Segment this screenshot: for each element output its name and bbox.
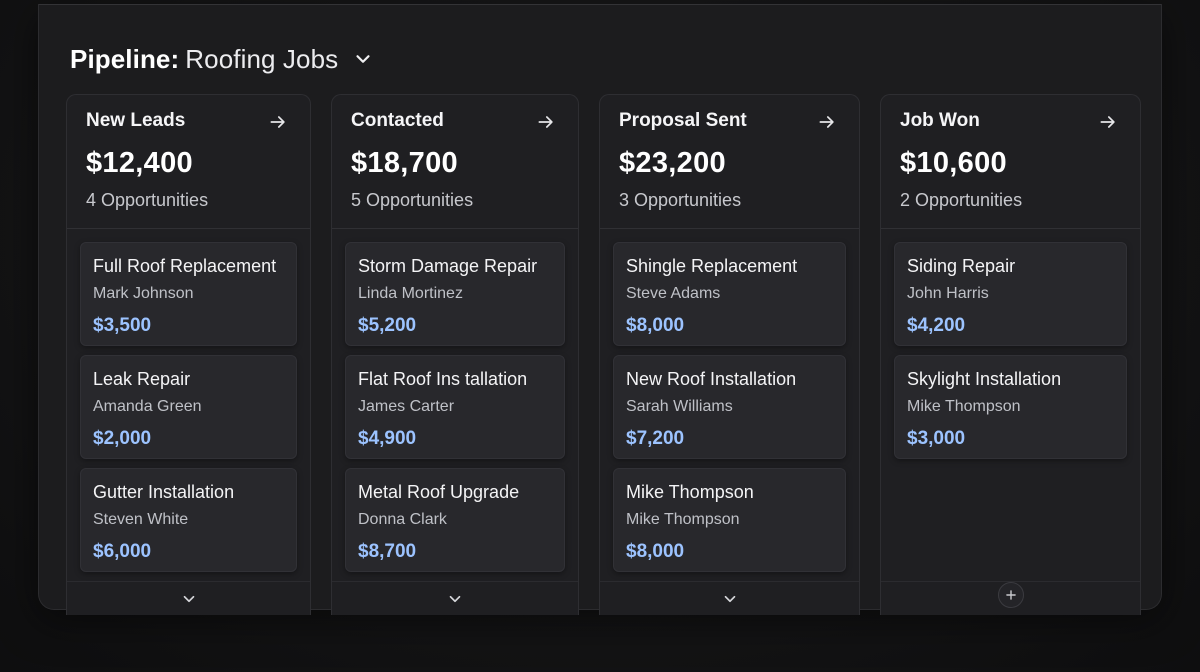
- card-contact: Sarah Williams: [626, 398, 733, 415]
- card-amount: $5,200: [358, 315, 417, 336]
- card-title: Full Roof Replacement: [93, 256, 277, 276]
- opportunity-card[interactable]: Storm Damage Repair Linda Mortinez $5,20…: [345, 242, 565, 346]
- column-count: 4 Opportunities: [86, 190, 209, 210]
- card-contact: Amanda Green: [93, 398, 202, 415]
- card-contact: James Carter: [358, 398, 455, 415]
- card-title: Shingle Replacement: [626, 256, 798, 276]
- card-amount: $7,200: [626, 428, 685, 449]
- column-header: Proposal Sent $23,200 3 Opportunities: [600, 95, 859, 229]
- column-title: Contacted: [351, 110, 444, 131]
- column-count: 5 Opportunities: [351, 190, 474, 210]
- pipeline-board: Pipeline: Roofing Jobs New Leads $12,400…: [38, 4, 1162, 615]
- chevron-down-icon[interactable]: [446, 590, 464, 608]
- card-title: Storm Damage Repair: [358, 256, 538, 276]
- card-amount: $6,000: [93, 541, 152, 562]
- chevron-down-icon[interactable]: [721, 590, 739, 608]
- column-title: New Leads: [86, 110, 186, 131]
- arrow-right-icon[interactable]: [817, 112, 837, 132]
- column-header: Contacted $18,700 5 Opportunities: [332, 95, 578, 229]
- add-opportunity-button[interactable]: [997, 581, 1024, 608]
- opportunity-card[interactable]: Gutter Installation Steven White $6,000: [80, 468, 297, 572]
- card-amount: $8,000: [626, 315, 685, 336]
- pipeline-header[interactable]: Pipeline: Roofing Jobs: [70, 42, 374, 76]
- opportunity-card[interactable]: Full Roof Replacement Mark Johnson $3,50…: [80, 242, 297, 346]
- column-contacted: Contacted $18,700 5 Opportunities Storm …: [331, 94, 579, 615]
- card-title: Flat Roof Ins tallation: [358, 369, 528, 389]
- chevron-down-icon[interactable]: [180, 590, 198, 608]
- card-amount: $3,000: [907, 428, 966, 449]
- opportunity-card[interactable]: Siding Repair John Harris $4,200: [894, 242, 1127, 346]
- column-footer: [600, 581, 859, 615]
- card-amount: $4,900: [358, 428, 417, 449]
- opportunity-card[interactable]: Leak Repair Amanda Green $2,000: [80, 355, 297, 459]
- card-amount: $4,200: [907, 315, 966, 336]
- card-amount: $8,700: [358, 541, 417, 562]
- card-title: Skylight Installation: [907, 369, 1062, 389]
- card-title: Siding Repair: [907, 256, 1016, 276]
- column-count: 3 Opportunities: [619, 190, 742, 210]
- column-total: $10,600: [900, 147, 1007, 179]
- column-footer: [67, 581, 310, 615]
- plus-icon: [1005, 589, 1016, 600]
- card-contact: Mike Thompson: [907, 398, 1021, 415]
- opportunity-card[interactable]: New Roof Installation Sarah Williams $7,…: [613, 355, 846, 459]
- card-contact: Steve Adams: [626, 285, 721, 302]
- column-proposal-sent: Proposal Sent $23,200 3 Opportunities Sh…: [599, 94, 860, 615]
- arrow-right-icon[interactable]: [536, 112, 556, 132]
- column-total: $23,200: [619, 147, 726, 179]
- column-header: New Leads $12,400 4 Opportunities: [67, 95, 310, 229]
- card-contact: Linda Mortinez: [358, 285, 463, 302]
- card-amount: $8,000: [626, 541, 685, 562]
- pipeline-name[interactable]: Roofing Jobs: [185, 43, 339, 74]
- column-new-leads: New Leads $12,400 4 Opportunities Full R…: [66, 94, 311, 615]
- pipeline-label: Pipeline:: [70, 43, 180, 74]
- card-amount: $3,500: [93, 315, 152, 336]
- opportunity-card[interactable]: Shingle Replacement Steve Adams $8,000: [613, 242, 846, 346]
- column-job-won: Job Won $10,600 2 Opportunities Siding R…: [880, 94, 1141, 615]
- column-title: Job Won: [900, 110, 980, 131]
- card-contact: Mike Thompson: [626, 511, 740, 528]
- card-title: Gutter Installation: [93, 482, 235, 502]
- card-contact: Donna Clark: [358, 511, 447, 528]
- card-contact: Steven White: [93, 511, 189, 528]
- column-title: Proposal Sent: [619, 110, 747, 131]
- column-footer: [332, 581, 578, 615]
- card-title: New Roof Installation: [626, 369, 797, 389]
- chevron-down-icon[interactable]: [352, 48, 374, 70]
- opportunity-card[interactable]: Skylight Installation Mike Thompson $3,0…: [894, 355, 1127, 459]
- column-total: $12,400: [86, 147, 193, 179]
- card-contact: John Harris: [907, 285, 989, 302]
- opportunity-card[interactable]: Mike Thompson Mike Thompson $8,000: [613, 468, 846, 572]
- opportunity-card[interactable]: Flat Roof Ins tallation James Carter $4,…: [345, 355, 565, 459]
- opportunity-card[interactable]: Metal Roof Upgrade Donna Clark $8,700: [345, 468, 565, 572]
- arrow-right-icon[interactable]: [1098, 112, 1118, 132]
- column-header: Job Won $10,600 2 Opportunities: [881, 95, 1140, 229]
- card-amount: $2,000: [93, 428, 152, 449]
- card-title: Mike Thompson: [626, 482, 754, 502]
- column-count: 2 Opportunities: [900, 190, 1023, 210]
- card-title: Leak Repair: [93, 369, 191, 389]
- card-title: Metal Roof Upgrade: [358, 482, 520, 502]
- arrow-right-icon[interactable]: [268, 112, 288, 132]
- column-total: $18,700: [351, 147, 458, 179]
- column-footer: [881, 581, 1140, 615]
- card-contact: Mark Johnson: [93, 285, 194, 302]
